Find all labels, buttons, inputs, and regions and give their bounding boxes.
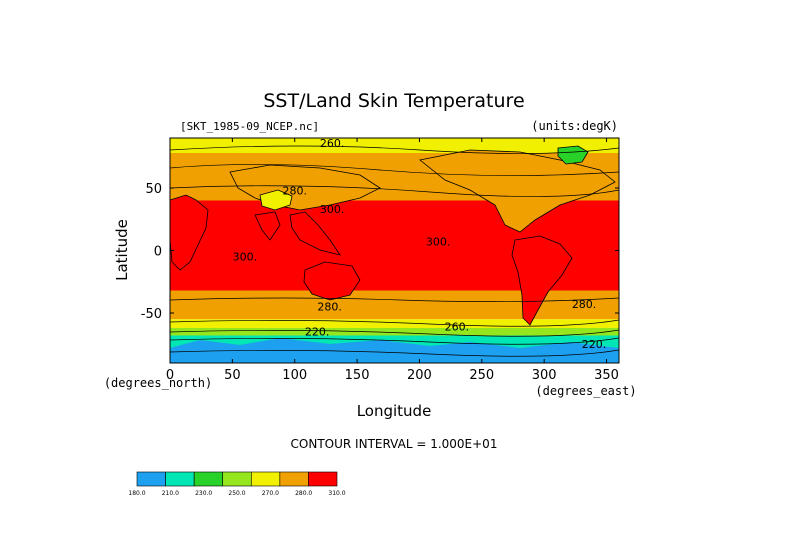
x-tick-label: 50	[224, 368, 241, 383]
colorbar-level-label: 270.0	[262, 490, 279, 497]
colorbar-swatch	[136, 471, 166, 487]
south-america-shape	[511, 235, 573, 326]
x-tick-label: 200	[407, 368, 432, 383]
india-shape	[254, 211, 281, 241]
x-unit-label: (degrees_east)	[535, 384, 636, 398]
antarctica-shape	[170, 338, 619, 363]
y-axis-label: Latitude	[113, 219, 131, 281]
colorbar-swatch	[165, 471, 195, 487]
contour-label: 220.	[582, 338, 607, 351]
colorbar-level-label: 280.0	[295, 490, 312, 497]
x-tick-label: 0	[166, 368, 174, 383]
contour-labels: 260. 280. 300. 300. 300. 280. 280. 260. 220. 220.	[233, 137, 607, 351]
africa-shape	[170, 194, 209, 271]
contour-lines	[170, 145, 619, 357]
contour-label: 280.	[282, 184, 307, 197]
colorbar-level-label: 230.0	[195, 490, 212, 497]
contour-label: 220.	[305, 326, 330, 339]
contour-line	[170, 185, 619, 197]
colorbar-swatch	[222, 471, 252, 487]
colorbar: 180.0 210.0 230.0 250.0 270.0 280.0 310.0	[128, 471, 346, 497]
y-tick-label: 50	[145, 182, 162, 197]
tibet-shape	[259, 189, 293, 211]
contour-label: 300.	[233, 251, 258, 264]
x-tick-label: 350	[594, 368, 619, 383]
zone-band	[170, 138, 619, 153]
colorbar-level-label: 310.0	[328, 490, 345, 497]
zone-band	[170, 319, 619, 328]
land-regions	[170, 145, 619, 363]
x-axis: 0 50 100 150 200 250 300 350	[166, 138, 619, 383]
australia-shape	[303, 261, 361, 301]
se-asia-shape	[289, 211, 341, 256]
y-unit-label: (degrees_north)	[104, 376, 212, 390]
x-tick-label: 100	[282, 368, 307, 383]
contour-line	[170, 329, 619, 337]
contour-label: 280.	[572, 298, 597, 311]
colorbar-level-label: 210.0	[162, 490, 179, 497]
x-axis-label: Longitude	[357, 402, 432, 420]
zone-band	[170, 328, 619, 336]
contour-interval-text: CONTOUR INTERVAL = 1.000E+01	[291, 437, 498, 451]
plot-area: 260. 280. 300. 300. 300. 280. 280. 260. 220. 220.	[170, 137, 619, 363]
y-axis: -50 0 50	[141, 182, 619, 322]
contour-label: 280.	[317, 301, 342, 314]
y-tick-label: 0	[154, 245, 162, 260]
contour-label: 300.	[426, 236, 451, 249]
contour-line	[170, 145, 619, 154]
x-tick-label: 250	[469, 368, 494, 383]
contour-line	[170, 349, 619, 357]
greenland-shape	[557, 145, 589, 165]
chart-title: SST/Land Skin Temperature	[263, 90, 524, 112]
colorbar-swatch	[250, 471, 281, 487]
colorbar-swatch	[308, 471, 338, 487]
file-label: [SKT_1985-09_NCEP.nc]	[180, 120, 319, 133]
colorbar-swatch	[279, 471, 309, 487]
contour-label: 300.	[320, 203, 345, 216]
contour-line	[170, 319, 619, 327]
x-tick-label: 150	[345, 368, 370, 383]
x-tick-label: 300	[532, 368, 557, 383]
contour-label: 260.	[320, 137, 345, 150]
y-tick-label: -50	[141, 307, 162, 322]
contour-line	[170, 337, 619, 345]
colorbar-swatch	[193, 471, 224, 487]
contour-label: 260.	[445, 321, 470, 334]
contour-line	[170, 297, 619, 302]
zone-band	[170, 290, 619, 320]
contour-line	[170, 164, 619, 176]
colorbar-level-label: 250.0	[228, 490, 245, 497]
units-label: (units:degK)	[531, 119, 618, 133]
colorbar-level-label: 180.0	[128, 490, 145, 497]
